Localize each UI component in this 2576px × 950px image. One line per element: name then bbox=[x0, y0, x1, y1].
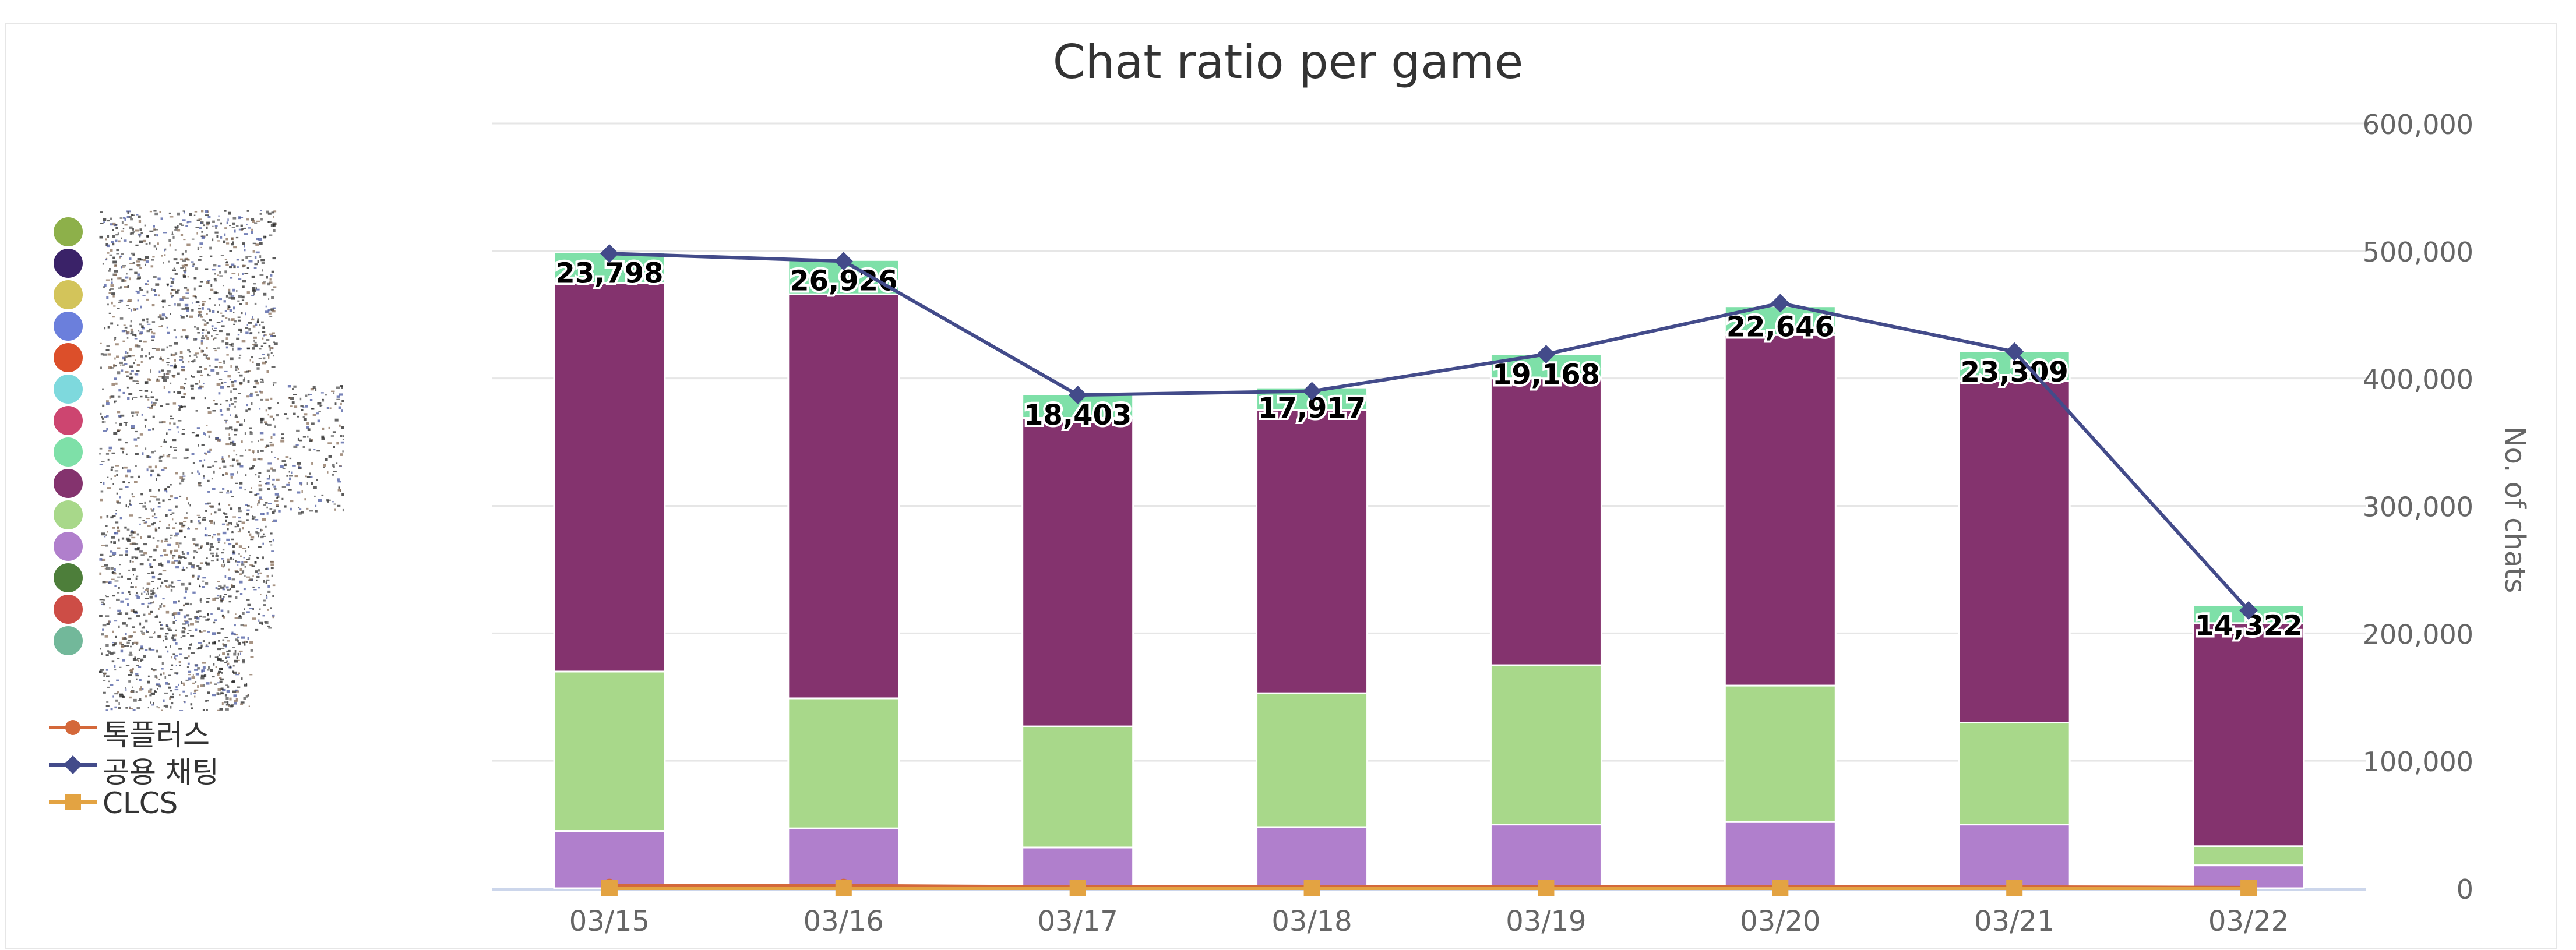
legend-series-label: CLCS bbox=[103, 786, 178, 820]
bar-segment bbox=[553, 670, 666, 832]
legend-item[interactable] bbox=[47, 467, 454, 499]
bar-segment bbox=[1489, 824, 1602, 889]
legend-item[interactable] bbox=[47, 561, 454, 593]
x-tick-label: 03/17 bbox=[1038, 905, 1118, 938]
bar-segment bbox=[553, 282, 666, 673]
legend-series-symbol bbox=[49, 720, 97, 735]
legend-item[interactable] bbox=[47, 341, 454, 373]
y-tick-label: 100,000 bbox=[2363, 746, 2473, 778]
y-axis-label: No. of chats bbox=[2499, 426, 2531, 594]
legend-item[interactable] bbox=[47, 373, 454, 404]
series-marker bbox=[2005, 342, 2024, 361]
series-marker bbox=[1302, 382, 1322, 401]
series-marker bbox=[1068, 386, 1087, 405]
chart-title: Chat ratio per game bbox=[1052, 35, 1524, 89]
series-marker bbox=[834, 252, 853, 271]
legend-item[interactable] bbox=[47, 247, 454, 278]
legend-dot bbox=[54, 500, 83, 529]
bar-segment bbox=[1958, 380, 2071, 724]
legend-dot bbox=[54, 217, 83, 246]
legend-dot bbox=[54, 249, 83, 278]
x-tick-label: 03/16 bbox=[804, 905, 884, 938]
x-tick-label: 03/21 bbox=[1974, 905, 2055, 938]
bar-data-label: 18,403 bbox=[1024, 399, 1132, 432]
legend-dot bbox=[54, 469, 83, 498]
series-marker bbox=[1303, 880, 1320, 896]
y-tick-label: 0 bbox=[2457, 874, 2473, 905]
bar-segment bbox=[1489, 377, 1602, 666]
series-marker bbox=[601, 880, 618, 896]
y-tick-label: 500,000 bbox=[2363, 236, 2473, 268]
legend-dot bbox=[54, 626, 83, 655]
legend-item[interactable] bbox=[47, 499, 454, 530]
legend-item[interactable] bbox=[47, 404, 454, 436]
bar-segment bbox=[1724, 821, 1837, 889]
bar-segment bbox=[787, 827, 900, 889]
bar-segment bbox=[1021, 725, 1134, 849]
legend-series-item[interactable]: 공용 채팅 bbox=[47, 747, 454, 789]
bar-segment bbox=[1256, 692, 1369, 828]
legend-series-item[interactable]: 톡플러스 bbox=[47, 709, 454, 752]
legend-item[interactable] bbox=[47, 310, 454, 341]
legend-dot bbox=[54, 312, 83, 341]
bar-segment bbox=[787, 293, 900, 700]
bar-segment bbox=[1724, 684, 1837, 823]
x-tick-label: 03/19 bbox=[1506, 905, 1586, 938]
series-marker bbox=[600, 244, 619, 263]
series-marker bbox=[1069, 880, 1086, 896]
legend-dot bbox=[54, 437, 83, 467]
series-marker bbox=[1538, 880, 1555, 896]
legend-dot bbox=[54, 280, 83, 309]
bar-segment bbox=[2192, 845, 2305, 867]
series-line bbox=[609, 252, 2250, 612]
bar-segment bbox=[1256, 826, 1369, 889]
bar-segment bbox=[1489, 664, 1602, 826]
series-marker bbox=[2006, 880, 2023, 896]
bar-segment bbox=[787, 697, 900, 829]
series-marker bbox=[1772, 880, 1789, 896]
bar-segment bbox=[2192, 622, 2305, 847]
bar-data-label: 23,798 bbox=[555, 257, 663, 289]
legend-item[interactable] bbox=[47, 216, 454, 247]
series-marker bbox=[835, 880, 852, 896]
legend-series-item[interactable]: CLCS bbox=[47, 784, 454, 820]
bar-segment bbox=[1958, 824, 2071, 889]
legend-dot bbox=[54, 595, 83, 624]
legend-dot bbox=[54, 343, 83, 372]
series-marker bbox=[1771, 294, 1790, 313]
legend-dot bbox=[54, 563, 83, 592]
bar-segment bbox=[1256, 409, 1369, 694]
legend-item[interactable] bbox=[47, 278, 454, 310]
bar-segment bbox=[1958, 722, 2071, 826]
legend-series-label: 톡플러스 bbox=[103, 718, 210, 752]
legend-dot bbox=[54, 375, 83, 404]
bar-data-label: 19,168 bbox=[1492, 359, 1600, 391]
legend-dot bbox=[54, 406, 83, 435]
y-tick-label: 400,000 bbox=[2363, 364, 2473, 395]
y-tick-label: 300,000 bbox=[2363, 492, 2473, 523]
series-marker bbox=[1537, 345, 1556, 364]
legend-series-label: 공용 채팅 bbox=[103, 755, 219, 789]
legend-item[interactable] bbox=[47, 593, 454, 624]
x-tick-label: 03/15 bbox=[569, 905, 650, 938]
y-tick-label: 200,000 bbox=[2363, 619, 2473, 650]
x-tick-label: 03/18 bbox=[1271, 905, 1352, 938]
series-marker bbox=[2239, 601, 2258, 620]
legend-item[interactable] bbox=[47, 530, 454, 561]
bar-data-label: 22,646 bbox=[1726, 311, 1834, 344]
bar-segment bbox=[1021, 417, 1134, 727]
chart-legend bbox=[47, 216, 454, 656]
series-marker bbox=[2240, 880, 2257, 896]
legend-series-symbol bbox=[49, 755, 97, 774]
x-tick-label: 03/22 bbox=[2208, 905, 2289, 938]
bar-segment bbox=[1724, 334, 1837, 687]
legend-item[interactable] bbox=[47, 436, 454, 467]
legend-item[interactable] bbox=[47, 624, 454, 656]
x-tick-label: 03/20 bbox=[1740, 905, 1820, 938]
y-tick-label: 600,000 bbox=[2363, 109, 2473, 140]
legend-noise-overlay bbox=[99, 210, 344, 711]
legend-series-symbol bbox=[49, 794, 97, 810]
legend-dot bbox=[54, 532, 83, 561]
